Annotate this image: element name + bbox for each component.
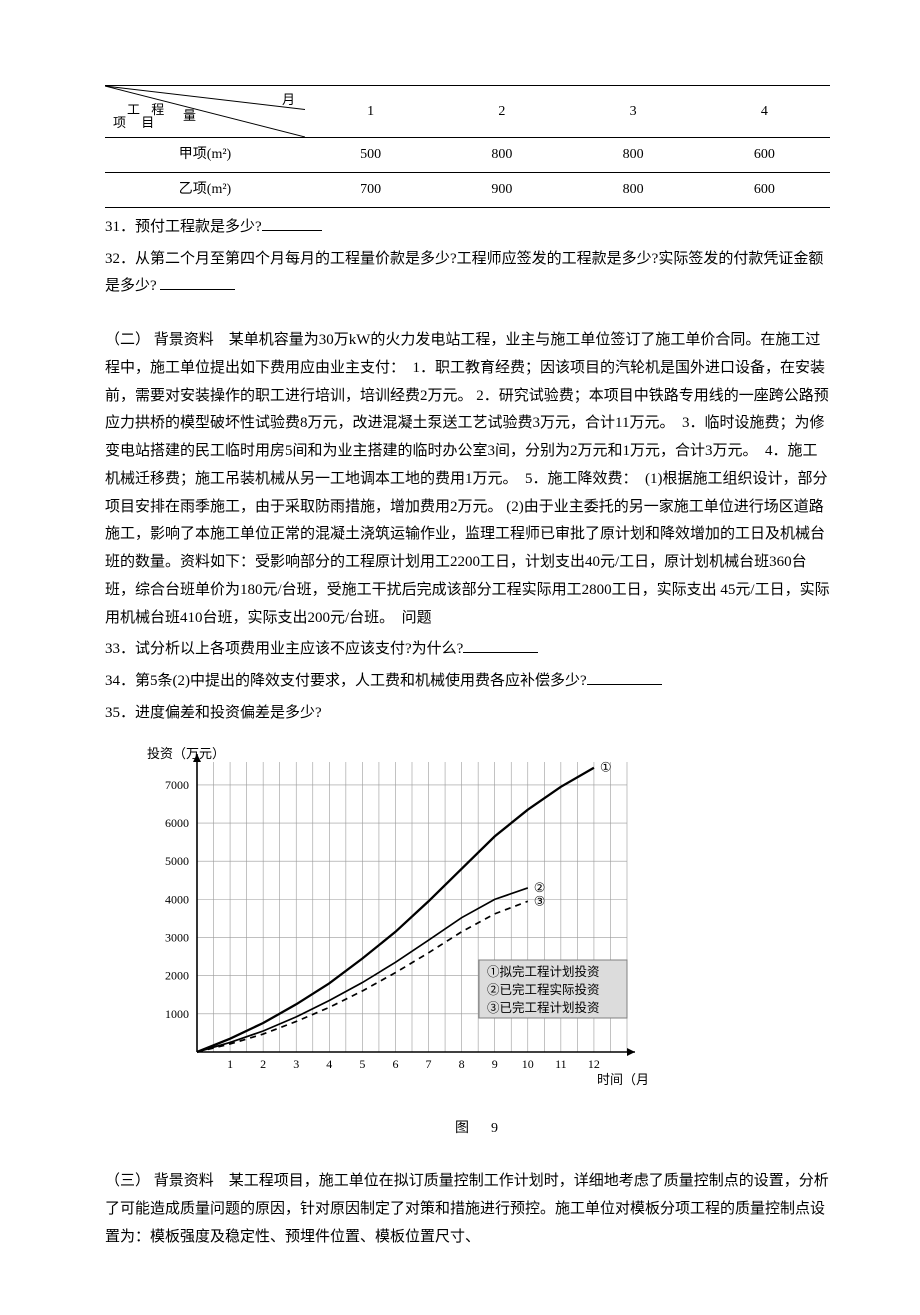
cell: 600 — [699, 172, 830, 207]
svg-text:①拟完工程计划投资: ①拟完工程计划投资 — [487, 964, 600, 979]
svg-text:7: 7 — [426, 1057, 432, 1071]
table-row: 乙项(m²) 700 900 800 600 — [105, 172, 830, 207]
svg-text:5: 5 — [359, 1057, 365, 1071]
svg-text:9: 9 — [492, 1057, 498, 1071]
month-col: 3 — [568, 86, 699, 138]
section-3-text: （三） 背景资料 某工程项目，施工单位在拟订质量控制工作计划时，详细地考虑了质量… — [105, 1168, 830, 1251]
question-34: 34．第5条(2)中提出的降效支付要求，人工费和机械使用费各应补偿多少? — [105, 668, 830, 696]
svg-text:6000: 6000 — [165, 816, 189, 830]
table-header-row: 月 工 程 量 项 目 1 2 3 4 — [105, 86, 830, 138]
q34-text: 34．第5条(2)中提出的降效支付要求，人工费和机械使用费各应补偿多少? — [105, 673, 587, 689]
month-col: 4 — [699, 86, 830, 138]
question-33: 33．试分析以上各项费用业主应该不应该支付?为什么? — [105, 636, 830, 664]
svg-text:7000: 7000 — [165, 777, 189, 791]
cell: 600 — [699, 138, 830, 173]
svg-text:6: 6 — [392, 1057, 398, 1071]
section-2-text: （二） 背景资料 某单机容量为30万kW的火力发电站工程，业主与施工单位签订了施… — [105, 327, 830, 632]
table-row: 甲项(m²) 500 800 800 600 — [105, 138, 830, 173]
q31-text: 31．预付工程款是多少? — [105, 219, 262, 235]
cell: 800 — [568, 172, 699, 207]
svg-text:3000: 3000 — [165, 930, 189, 944]
svg-text:③: ③ — [534, 893, 546, 908]
chart-svg: 1000200030004000500060007000投资（万元）123456… — [127, 742, 647, 1102]
month-col: 2 — [436, 86, 567, 138]
svg-text:①: ① — [600, 759, 612, 774]
question-31: 31．预付工程款是多少? — [105, 214, 830, 242]
blank-line — [160, 275, 235, 290]
diag-bot-label: 项 目 — [113, 111, 160, 135]
svg-text:11: 11 — [555, 1057, 567, 1071]
diag-midr-label: 量 — [183, 104, 196, 128]
row-label: 甲项(m²) — [105, 138, 305, 173]
blank-line — [262, 216, 322, 231]
svg-text:10: 10 — [522, 1057, 534, 1071]
svg-text:1000: 1000 — [165, 1006, 189, 1020]
investment-chart: 1000200030004000500060007000投资（万元）123456… — [127, 742, 830, 1143]
svg-text:③已完工程计划投资: ③已完工程计划投资 — [487, 1000, 600, 1015]
svg-text:1: 1 — [227, 1057, 233, 1071]
question-32: 32．从第二个月至第四个月每月的工程量价款是多少?工程师应签发的工程款是多少?实… — [105, 246, 830, 302]
svg-text:5000: 5000 — [165, 854, 189, 868]
svg-text:4000: 4000 — [165, 892, 189, 906]
svg-text:2000: 2000 — [165, 968, 189, 982]
chart-caption: 图 9 — [127, 1116, 830, 1142]
svg-text:2: 2 — [260, 1057, 266, 1071]
blank-line — [587, 670, 662, 685]
question-35: 35．进度偏差和投资偏差是多少? — [105, 700, 830, 728]
quantities-table: 月 工 程 量 项 目 1 2 3 4 甲项(m²) 500 800 800 6… — [105, 85, 830, 208]
cell: 500 — [305, 138, 436, 173]
diag-top-label: 月 — [282, 88, 295, 112]
diag-header-cell: 月 工 程 量 项 目 — [105, 86, 305, 138]
row-label: 乙项(m²) — [105, 172, 305, 207]
blank-line — [463, 638, 538, 653]
svg-text:3: 3 — [293, 1057, 299, 1071]
svg-text:②已完工程实际投资: ②已完工程实际投资 — [487, 982, 600, 997]
svg-text:投资（万元）: 投资（万元） — [147, 746, 225, 761]
svg-text:4: 4 — [326, 1057, 332, 1071]
svg-text:时间（月）: 时间（月） — [597, 1072, 647, 1087]
svg-text:8: 8 — [459, 1057, 465, 1071]
cell: 900 — [436, 172, 567, 207]
q33-text: 33．试分析以上各项费用业主应该不应该支付?为什么? — [105, 641, 463, 657]
month-col: 1 — [305, 86, 436, 138]
cell: 800 — [436, 138, 567, 173]
svg-text:12: 12 — [588, 1057, 600, 1071]
cell: 800 — [568, 138, 699, 173]
cell: 700 — [305, 172, 436, 207]
